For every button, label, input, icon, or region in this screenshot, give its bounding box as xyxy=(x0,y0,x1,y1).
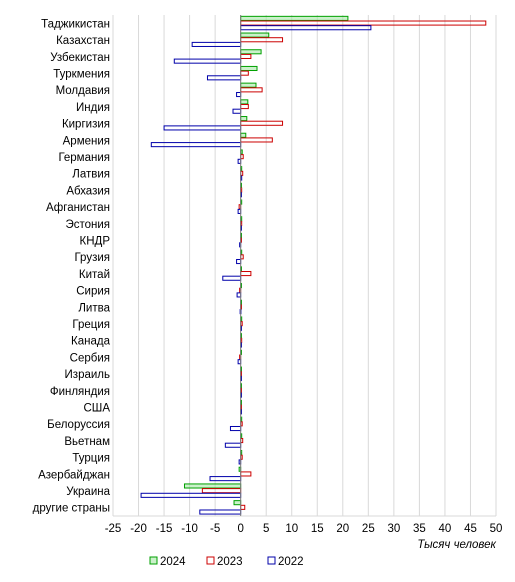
legend-label-2024: 2024 xyxy=(160,556,186,568)
category-label: Вьетнам xyxy=(64,436,110,448)
bar-2023-27 xyxy=(240,471,252,477)
legend: 2024 2023 2022 xyxy=(149,556,304,568)
bar-2022-7 xyxy=(150,142,242,148)
bar-2024-28 xyxy=(183,483,242,489)
bar-2022-2 xyxy=(173,58,242,64)
category-label: Эстония xyxy=(65,219,110,231)
x-tick-label: 35 xyxy=(413,523,426,535)
x-tick-label: 50 xyxy=(490,523,503,535)
bar-2022-0 xyxy=(240,25,372,31)
bar-2024-6 xyxy=(240,116,248,122)
x-tick-label: 40 xyxy=(439,523,452,535)
x-tick-label: 45 xyxy=(464,523,477,535)
category-label: Греция xyxy=(72,319,110,331)
category-label: Сирия xyxy=(76,286,110,298)
category-label: Белоруссия xyxy=(47,419,110,431)
bar-2023-29 xyxy=(240,504,246,510)
legend-swatch-2024 xyxy=(149,556,158,565)
bar-2022-25 xyxy=(224,442,242,448)
x-tick-label: -20 xyxy=(130,523,147,535)
x-tick-label: -15 xyxy=(156,523,173,535)
bar-2023-7 xyxy=(240,137,273,143)
category-label: другие страны xyxy=(33,503,110,515)
bar-2024-7 xyxy=(240,132,247,138)
category-label: Армения xyxy=(63,135,110,147)
x-tick-label: 25 xyxy=(362,523,375,535)
x-tick-label: 10 xyxy=(285,523,298,535)
bar-2022-16 xyxy=(236,292,242,298)
bar-2022-29 xyxy=(199,509,242,515)
x-tick-label: 5 xyxy=(263,523,269,535)
x-tick-label: -25 xyxy=(105,523,122,535)
legend-swatch-2023 xyxy=(206,556,215,565)
bar-2022-1 xyxy=(191,41,242,47)
bar-2023-2 xyxy=(240,53,252,59)
category-label: Канада xyxy=(71,336,111,348)
category-label: Турция xyxy=(72,453,110,465)
x-tick-labels: -25 -20 -15 -10 -5 0 5 10 15 20 25 30 35 40 45 50 xyxy=(105,523,503,535)
x-tick-label: 15 xyxy=(311,523,324,535)
x-axis-title: Тысяч человек xyxy=(417,539,496,551)
bar-2024-2 xyxy=(240,49,262,55)
x-tick-label: -5 xyxy=(210,523,220,535)
category-label: Казахстан xyxy=(56,35,110,47)
category-label: Туркмения xyxy=(53,68,110,80)
bar-2022-3 xyxy=(206,75,242,81)
bar-2024-4 xyxy=(240,82,257,88)
category-label: Индия xyxy=(76,102,110,114)
category-label: Афганистан xyxy=(46,202,110,214)
legend-swatch-2022 xyxy=(267,556,276,565)
bar-2022-14 xyxy=(236,258,242,265)
bar-2023-3 xyxy=(240,70,249,76)
category-labels: Таджикистан Казахстан Узбекистан Туркмения М… xyxy=(33,18,111,514)
x-tick-label: 30 xyxy=(387,523,400,535)
bar-2022-6 xyxy=(163,125,242,131)
category-label: Израиль xyxy=(65,369,110,381)
bar-2022-5 xyxy=(232,108,242,114)
bar-2022-24 xyxy=(229,425,242,432)
bars xyxy=(140,15,487,515)
category-label: Германия xyxy=(58,152,110,164)
bar-2023-28 xyxy=(201,488,242,494)
category-label: Литва xyxy=(78,302,110,314)
x-tick-label: 0 xyxy=(237,523,243,535)
bar-2022-4 xyxy=(236,91,242,98)
category-label: Узбекистан xyxy=(50,52,110,64)
bar-2024-1 xyxy=(240,32,270,38)
category-label: США xyxy=(83,402,110,414)
bar-2022-15 xyxy=(222,275,242,281)
legend-label-2022: 2022 xyxy=(278,556,304,568)
bar-2024-5 xyxy=(240,99,249,105)
category-label: Финляндия xyxy=(50,386,110,398)
bar-2023-0 xyxy=(240,20,487,26)
x-tick-label: -10 xyxy=(181,523,198,535)
category-label: Украина xyxy=(66,486,110,498)
category-label: Таджикистан xyxy=(41,18,110,30)
bar-2022-28 xyxy=(140,492,242,498)
x-tick-label: 20 xyxy=(336,523,349,535)
category-label: Абхазия xyxy=(66,185,110,197)
category-label: Азербайджан xyxy=(38,469,110,481)
bar-2022-27 xyxy=(209,476,242,482)
bar-2023-1 xyxy=(240,37,284,43)
category-label: Киргизия xyxy=(62,119,110,131)
category-label: Молдавия xyxy=(56,85,110,97)
bar-2023-6 xyxy=(240,120,284,126)
category-label: Грузия xyxy=(74,252,110,264)
axes xyxy=(113,15,496,517)
category-label: Сербия xyxy=(70,352,110,364)
category-label: Китай xyxy=(79,269,110,281)
bar-2024-29 xyxy=(233,500,242,506)
bar-2023-15 xyxy=(240,271,252,277)
legend-label-2023: 2023 xyxy=(217,556,243,568)
grid-lines xyxy=(112,15,497,516)
category-label: Латвия xyxy=(72,169,110,181)
bar-2024-0 xyxy=(240,15,349,21)
bar-2023-5 xyxy=(240,104,249,110)
category-label: КНДР xyxy=(80,235,111,247)
bar-2024-3 xyxy=(240,65,258,72)
bar-2023-4 xyxy=(240,87,263,93)
